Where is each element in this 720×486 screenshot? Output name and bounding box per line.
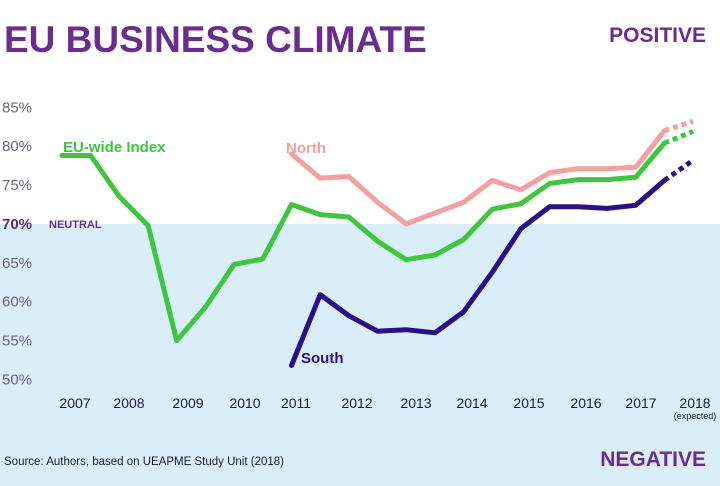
negative-label: NEGATIVE	[600, 448, 706, 471]
x-tick-label: 2008	[113, 395, 144, 411]
x-tick-note: (expected)	[674, 411, 717, 421]
x-tick-label: 2009	[172, 395, 203, 411]
series-label-north: North	[286, 140, 326, 157]
x-tick-label: 2011	[281, 395, 311, 411]
series-line-north	[289, 128, 667, 227]
y-tick-label: 55%	[2, 333, 32, 350]
y-tick-label: 75%	[2, 177, 32, 194]
x-tick-label: 2007	[59, 395, 90, 411]
y-tick-label: 80%	[2, 138, 32, 155]
x-tick-label: 2013	[400, 395, 431, 411]
series-line-eu-expected	[663, 129, 695, 146]
y-tick-label: 70%	[2, 216, 32, 233]
y-tick-label: 85%	[2, 99, 32, 116]
x-tick-label: 2015	[513, 395, 544, 411]
y-tick-label: 65%	[2, 255, 32, 272]
neutral-label: NEUTRAL	[49, 219, 102, 231]
y-tick-label: 60%	[2, 294, 32, 311]
x-tick-label: 2017	[625, 395, 656, 411]
chart-title: EU BUSINESS CLIMATE	[4, 19, 427, 60]
y-tick-label: 50%	[2, 371, 32, 388]
series-line-south-expected	[662, 158, 695, 183]
y-axis-ticks: 85% 80% 75% 70% 65% 60% 55% 50%	[2, 99, 32, 388]
x-axis-ticks: 2007 2008 2009 2010 2011 2012 2013 2014 2015 2016…	[59, 395, 716, 421]
x-tick-label: 2010	[229, 395, 260, 411]
series-lines	[59, 118, 695, 368]
positive-label: POSITIVE	[609, 24, 706, 47]
x-tick-label: 2014	[456, 395, 487, 411]
series-line-eu	[59, 140, 667, 344]
x-tick-label: 2018	[679, 395, 710, 411]
series-label-south: South	[301, 350, 344, 367]
series-label-eu: EU-wide Index	[63, 139, 166, 156]
source-note: Source: Authors, based on UEAPME Study U…	[4, 456, 284, 468]
negative-zone	[0, 223, 720, 486]
series-line-south	[289, 177, 667, 368]
series-line-north-expected	[663, 118, 694, 134]
x-tick-label: 2016	[570, 395, 601, 411]
x-tick-label: 2012	[341, 395, 372, 411]
